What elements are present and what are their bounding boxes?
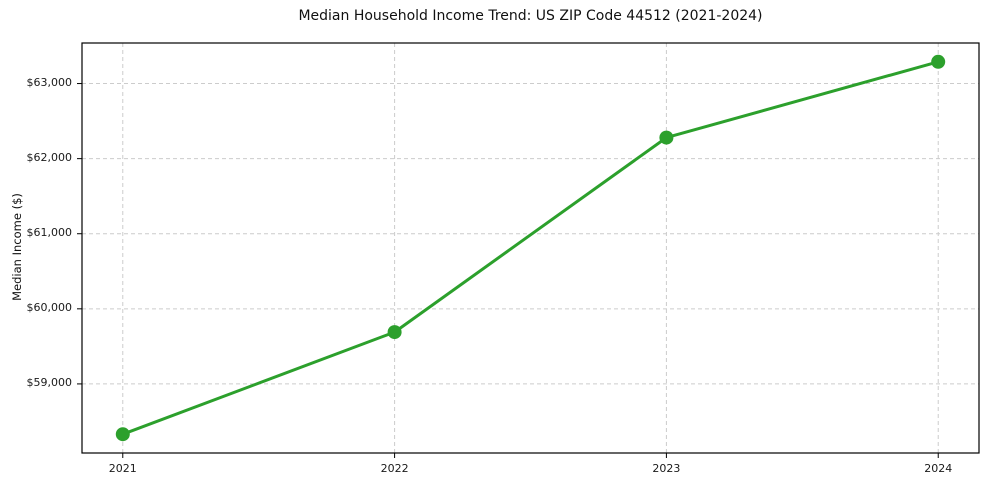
y-tick-label: $60,000 — [26, 300, 73, 314]
gridlines — [82, 43, 979, 453]
x-tick-label: 2024 — [924, 462, 953, 475]
x-tick-label: 2023 — [652, 462, 681, 475]
data-point — [115, 427, 130, 442]
data-point — [931, 54, 946, 69]
data-point — [659, 130, 674, 145]
x-tick-label: 2021 — [108, 462, 137, 475]
data-points — [115, 54, 946, 442]
data-point — [387, 325, 402, 340]
plot-border — [81, 42, 980, 454]
y-tick-label: $59,000 — [26, 375, 73, 389]
axis-ticks — [77, 83, 939, 458]
y-tick-label: $62,000 — [26, 150, 73, 164]
y-tick-label: $63,000 — [26, 75, 73, 89]
chart-title: Median Household Income Trend: US ZIP Co… — [298, 8, 763, 24]
data-line — [121, 60, 940, 436]
x-tick-label: 2022 — [380, 462, 409, 475]
y-tick-label: $61,000 — [26, 225, 73, 239]
y-axis-label: Median Income ($) — [10, 193, 24, 301]
